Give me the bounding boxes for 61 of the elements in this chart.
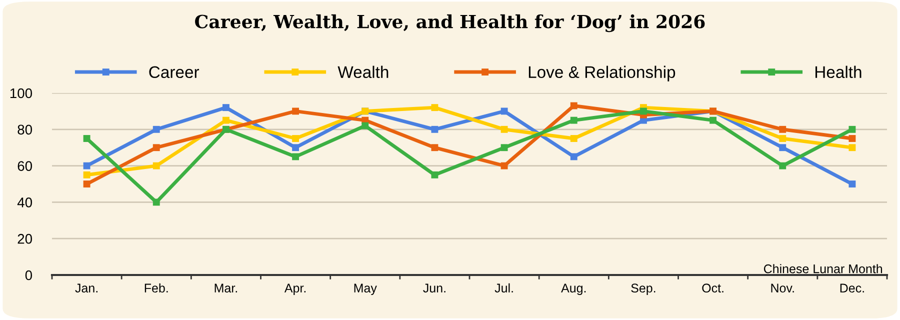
point: [779, 126, 786, 133]
point: [848, 126, 856, 133]
point: [152, 162, 160, 170]
point: [779, 144, 786, 152]
point: [710, 116, 717, 124]
point: [848, 135, 856, 142]
point: [570, 116, 578, 124]
x-tick-label: Jun.: [423, 284, 446, 293]
point: [222, 116, 230, 124]
chart-title: Career, Wealth, Love, and Health for ‘Dog’ in 2026: [195, 14, 705, 32]
y-tick-label: 20: [18, 234, 32, 244]
y-tick-label: 100: [10, 88, 32, 98]
point: [500, 126, 508, 133]
point: [152, 144, 160, 152]
legend-label: Love & Relationship: [528, 66, 676, 82]
y-tick-label: 60: [18, 161, 32, 171]
point: [500, 162, 508, 170]
point: [848, 144, 856, 152]
point: [779, 135, 786, 142]
point: [640, 108, 647, 115]
point: [431, 104, 438, 112]
x-axis-title: Chinese Lunar Month: [764, 264, 882, 274]
point: [83, 171, 90, 178]
point: [222, 104, 230, 112]
point: [848, 180, 856, 188]
x-tick-label: Apr.: [284, 284, 306, 295]
point: [292, 153, 300, 160]
point: [292, 135, 300, 142]
point: [83, 180, 90, 188]
point: [570, 153, 578, 160]
x-tick-label: Jan.: [75, 284, 98, 293]
point: [500, 144, 508, 152]
point: [431, 171, 438, 178]
point: [292, 144, 300, 152]
point: [570, 102, 578, 110]
y-tick-label: 0: [25, 270, 32, 280]
point: [152, 126, 160, 133]
legend-label: Career: [149, 66, 200, 78]
x-tick-label: Oct.: [702, 284, 724, 293]
point: [500, 108, 508, 115]
x-tick-label: Aug.: [561, 284, 586, 295]
point: [83, 162, 90, 170]
point: [431, 126, 438, 133]
x-tick-label: May: [354, 284, 377, 295]
y-tick-label: 80: [18, 124, 32, 135]
point: [431, 144, 438, 152]
x-tick-label: Jul.: [494, 283, 513, 293]
x-tick-label: Feb.: [144, 283, 168, 293]
point: [570, 135, 578, 142]
y-tick-label: 40: [17, 198, 32, 208]
point: [152, 198, 160, 206]
legend-label: Health: [815, 66, 862, 78]
x-tick-label: Nov.: [771, 284, 794, 293]
point: [779, 162, 786, 170]
point: [362, 122, 369, 130]
x-tick-label: Dec.: [840, 284, 864, 293]
point: [292, 108, 300, 115]
point: [83, 135, 90, 142]
x-tick-label: Sep.: [631, 284, 656, 295]
legend-label: Wealth: [338, 66, 388, 78]
x-tick-label: Mar.: [214, 284, 237, 293]
